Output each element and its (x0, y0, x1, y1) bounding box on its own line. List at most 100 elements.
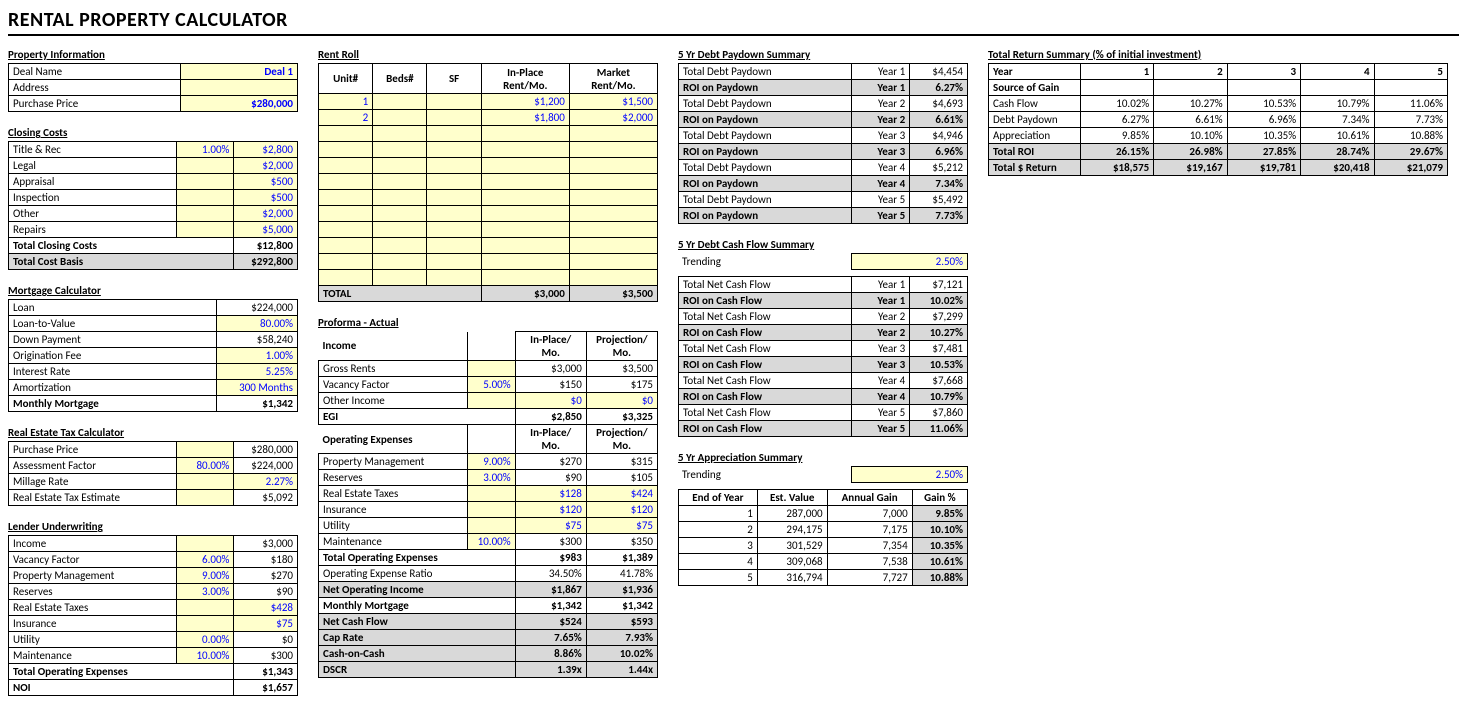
value[interactable]: 5.25% (217, 364, 298, 380)
inplace[interactable]: $1,200 (481, 94, 569, 110)
pct[interactable] (176, 222, 234, 238)
pct[interactable] (176, 616, 234, 632)
market[interactable] (569, 270, 657, 286)
inplace[interactable] (481, 126, 569, 142)
value[interactable]: Deal 1 (180, 64, 298, 80)
market[interactable] (569, 254, 657, 270)
unit[interactable] (319, 206, 373, 222)
beds[interactable] (373, 254, 427, 270)
pct[interactable] (176, 174, 234, 190)
beds[interactable] (373, 206, 427, 222)
trending-value[interactable]: 2.50% (852, 254, 968, 270)
value[interactable]: 80.00% (217, 316, 298, 332)
v1[interactable]: $120 (515, 502, 586, 518)
sf[interactable] (427, 142, 481, 158)
market[interactable]: $2,000 (569, 110, 657, 126)
pct[interactable]: 10.00% (468, 534, 515, 550)
v1[interactable]: $75 (515, 518, 586, 534)
inplace[interactable] (481, 142, 569, 158)
sf[interactable] (427, 254, 481, 270)
value[interactable]: $5,000 (234, 222, 298, 238)
market[interactable] (569, 222, 657, 238)
pct[interactable] (176, 474, 234, 490)
pct[interactable] (176, 536, 234, 552)
inplace[interactable]: $1,800 (481, 110, 569, 126)
pct[interactable]: 9.00% (176, 568, 234, 584)
pct[interactable] (468, 486, 515, 502)
value[interactable]: $2,000 (234, 206, 298, 222)
pct[interactable]: 3.00% (176, 584, 234, 600)
v2[interactable]: $120 (586, 502, 657, 518)
market[interactable] (569, 206, 657, 222)
unit[interactable] (319, 142, 373, 158)
pct[interactable]: 10.00% (176, 648, 234, 664)
pct[interactable]: 0.00% (176, 632, 234, 648)
value[interactable]: 2.27% (234, 474, 298, 490)
unit[interactable] (319, 270, 373, 286)
pct[interactable] (176, 490, 234, 506)
sf[interactable] (427, 174, 481, 190)
pct[interactable]: 3.00% (468, 470, 515, 486)
inplace[interactable] (481, 190, 569, 206)
value[interactable]: 1.00% (217, 348, 298, 364)
pct[interactable]: 6.00% (176, 552, 234, 568)
beds[interactable] (373, 238, 427, 254)
pct[interactable] (468, 361, 515, 377)
sf[interactable] (427, 270, 481, 286)
pct[interactable]: 5.00% (468, 377, 515, 393)
sf[interactable] (427, 158, 481, 174)
sf[interactable] (427, 126, 481, 142)
pct[interactable] (176, 600, 234, 616)
unit[interactable]: 2 (319, 110, 373, 126)
sf[interactable] (427, 222, 481, 238)
beds[interactable] (373, 270, 427, 286)
market[interactable] (569, 142, 657, 158)
value[interactable]: $2,800 (234, 142, 298, 158)
market[interactable] (569, 238, 657, 254)
unit[interactable] (319, 174, 373, 190)
sf[interactable] (427, 190, 481, 206)
pct[interactable] (176, 442, 234, 458)
pct[interactable] (176, 190, 234, 206)
beds[interactable] (373, 110, 427, 126)
v2[interactable]: $0 (586, 393, 657, 409)
unit[interactable] (319, 126, 373, 142)
value[interactable]: 300 Months (217, 380, 298, 396)
beds[interactable] (373, 190, 427, 206)
beds[interactable] (373, 222, 427, 238)
market[interactable] (569, 126, 657, 142)
sf[interactable] (427, 238, 481, 254)
pct[interactable] (468, 502, 515, 518)
v1[interactable]: $0 (515, 393, 586, 409)
pct[interactable]: 80.00% (176, 458, 234, 474)
v2[interactable]: $75 (586, 518, 657, 534)
unit[interactable] (319, 158, 373, 174)
beds[interactable] (373, 142, 427, 158)
inplace[interactable] (481, 158, 569, 174)
market[interactable]: $1,500 (569, 94, 657, 110)
v2[interactable]: $424 (586, 486, 657, 502)
value[interactable]: $2,000 (234, 158, 298, 174)
sf[interactable] (427, 94, 481, 110)
value[interactable]: $280,000 (180, 96, 298, 112)
beds[interactable] (373, 94, 427, 110)
pct[interactable]: 9.00% (468, 454, 515, 470)
beds[interactable] (373, 158, 427, 174)
value[interactable]: $428 (234, 600, 298, 616)
market[interactable] (569, 190, 657, 206)
value[interactable] (180, 80, 298, 96)
inplace[interactable] (481, 174, 569, 190)
pct[interactable] (176, 158, 234, 174)
pct[interactable]: 1.00% (176, 142, 234, 158)
market[interactable] (569, 174, 657, 190)
value[interactable]: $500 (234, 174, 298, 190)
unit[interactable] (319, 222, 373, 238)
sf[interactable] (427, 110, 481, 126)
inplace[interactable] (481, 254, 569, 270)
inplace[interactable] (481, 206, 569, 222)
unit[interactable]: 1 (319, 94, 373, 110)
v1[interactable]: $128 (515, 486, 586, 502)
pct[interactable] (468, 518, 515, 534)
value[interactable]: $75 (234, 616, 298, 632)
inplace[interactable] (481, 222, 569, 238)
